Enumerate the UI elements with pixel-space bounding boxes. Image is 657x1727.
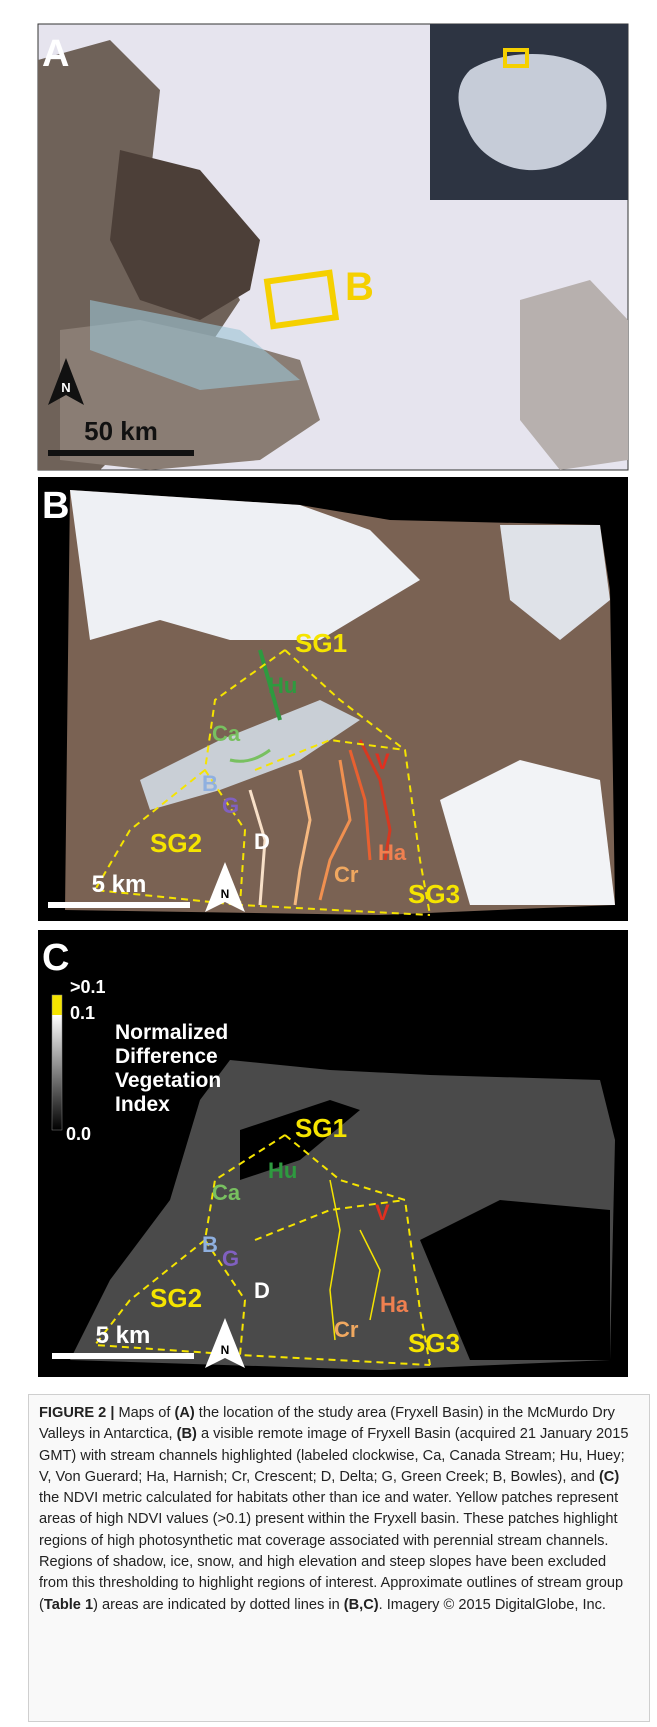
legend-title: Normalized xyxy=(115,1021,228,1044)
panel-letter: C xyxy=(42,937,69,979)
north-label: N xyxy=(221,1343,230,1357)
box-label: B xyxy=(345,265,374,309)
stream-label: Ha xyxy=(380,1292,409,1317)
region-label: SG3 xyxy=(408,1328,460,1358)
legend-label: 0.0 xyxy=(66,1124,91,1144)
panel-c: C >0.1 0.1 Normalized Difference Vegetat… xyxy=(38,930,628,1377)
region-label: SG3 xyxy=(408,879,460,909)
region-label: SG1 xyxy=(295,1113,347,1143)
panel-letter: B xyxy=(42,485,69,527)
legend-label: >0.1 xyxy=(70,977,106,997)
stream-label: V xyxy=(375,1200,390,1225)
stream-label: Ha xyxy=(378,840,407,865)
stream-label: D xyxy=(254,829,270,854)
scale-label: 50 km xyxy=(84,416,158,446)
region-label: SG2 xyxy=(150,1283,202,1313)
region-label: SG2 xyxy=(150,828,202,858)
caption-text: (B) xyxy=(177,1426,197,1442)
stream-label: V xyxy=(375,749,390,774)
caption-text: (A) xyxy=(174,1405,194,1421)
stream-label: Hu xyxy=(268,673,297,698)
stream-label: D xyxy=(254,1278,270,1303)
caption-text: Table 1 xyxy=(44,1597,93,1613)
stream-label: B xyxy=(202,771,218,796)
stream-label: Hu xyxy=(268,1158,297,1183)
figure: A B N 50 km B SG1 Hu Ca B G D SG2 xyxy=(0,0,657,1385)
legend-label: 0.1 xyxy=(70,1003,95,1023)
stream-label: B xyxy=(202,1232,218,1257)
caption-text: . Imagery © 2015 DigitalGlobe, Inc. xyxy=(379,1597,606,1613)
stream-label: Ca xyxy=(212,1180,241,1205)
caption-text: ) areas are indicated by dotted lines in xyxy=(93,1597,344,1613)
stream-label: Cr xyxy=(334,862,359,887)
caption-text: FIGURE 2 | xyxy=(39,1405,119,1421)
north-label: N xyxy=(61,380,70,395)
north-label: N xyxy=(221,887,230,901)
stream-label: Ca xyxy=(212,721,241,746)
legend-title: Index xyxy=(115,1093,170,1116)
page: A B N 50 km B SG1 Hu Ca B G D SG2 xyxy=(0,0,657,1727)
panel-letter: A xyxy=(42,33,69,75)
stream-label: Cr xyxy=(334,1317,359,1342)
legend-title: Difference xyxy=(115,1045,218,1068)
caption-text: (C) xyxy=(599,1469,619,1485)
caption-text: the NDVI metric calculated for habitats … xyxy=(39,1490,623,1612)
panel-a: A B N 50 km xyxy=(38,24,628,470)
stream-label: G xyxy=(222,793,239,818)
scale-label: 5 km xyxy=(96,1322,151,1349)
region-label: SG1 xyxy=(295,628,347,658)
stream-label: G xyxy=(222,1246,239,1271)
scale-label: 5 km xyxy=(92,871,147,898)
caption-text: (B,C) xyxy=(344,1597,379,1613)
caption-text: Maps of xyxy=(119,1405,175,1421)
panel-b: B SG1 Hu Ca B G D SG2 V Ha Cr SG3 5 km N xyxy=(38,477,628,921)
caption: FIGURE 2 | Maps of (A) the location of t… xyxy=(28,1394,650,1722)
legend-title: Vegetation xyxy=(115,1069,221,1092)
